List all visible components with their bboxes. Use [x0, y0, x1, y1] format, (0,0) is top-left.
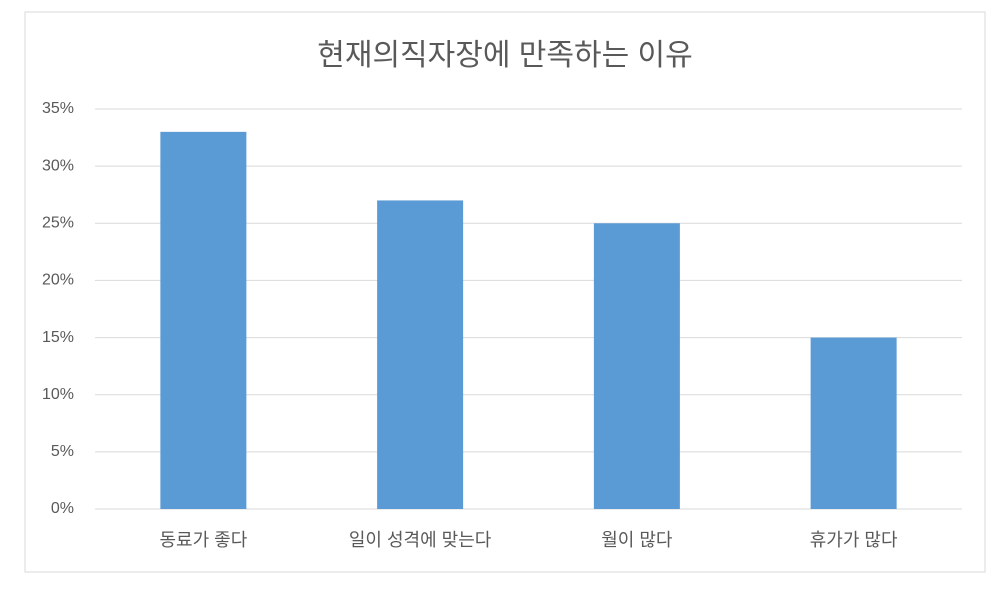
chart-title: 현재의직자장에 만족하는 이유	[317, 39, 692, 72]
y-tick-label: 5%	[51, 443, 74, 460]
x-tick-label: 일이 성격에 맞는다	[349, 530, 492, 550]
y-tick-label: 30%	[42, 157, 74, 174]
y-tick-label: 10%	[42, 386, 74, 403]
bar	[160, 131, 247, 509]
y-tick-label: 35%	[42, 100, 74, 117]
x-tick-label: 휴가가 많다	[810, 530, 898, 550]
y-tick-label: 15%	[42, 329, 74, 346]
x-tick-label: 동료가 좋다	[159, 530, 247, 550]
bar	[377, 200, 464, 509]
bar	[593, 223, 680, 510]
x-tick-label: 월이 많다	[601, 530, 673, 550]
y-tick-label: 20%	[42, 272, 74, 289]
y-tick-label: 0%	[51, 500, 74, 517]
y-tick-label: 25%	[42, 215, 74, 232]
bar	[810, 337, 897, 509]
